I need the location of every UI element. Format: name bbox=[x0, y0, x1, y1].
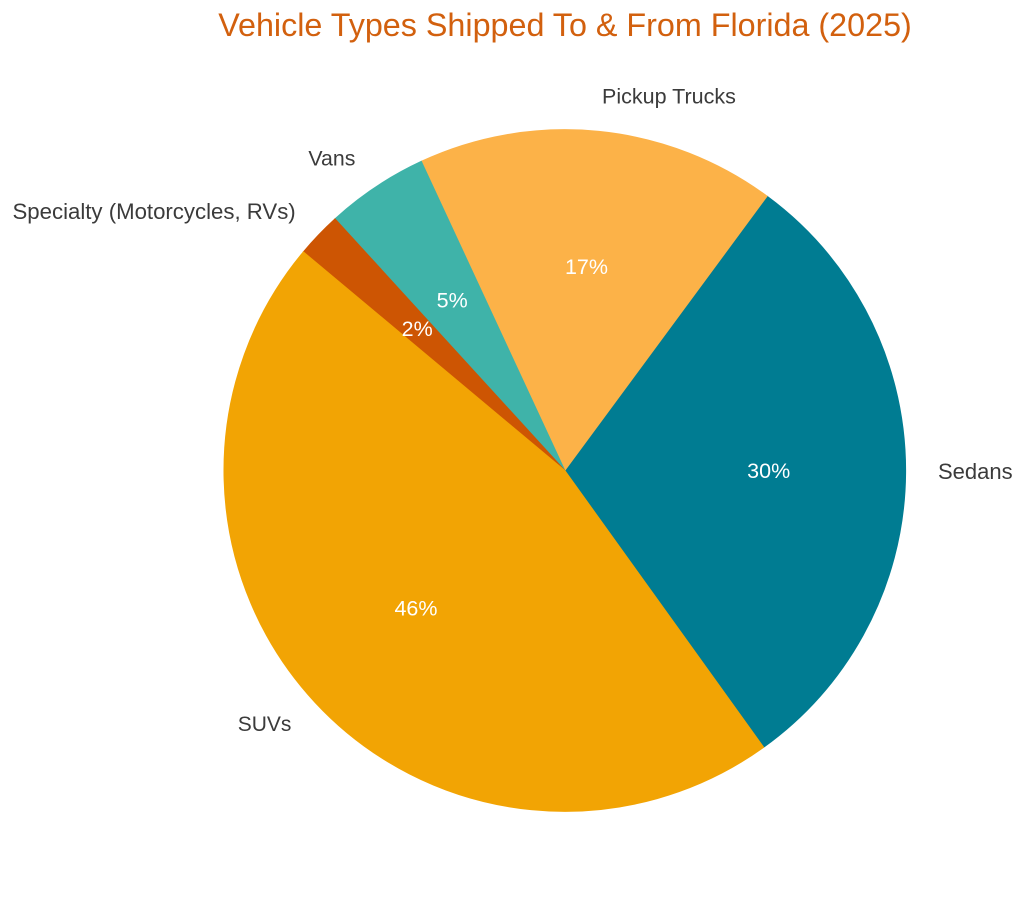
svg-text:Specialty (Motorcycles, RVs): Specialty (Motorcycles, RVs) bbox=[13, 199, 296, 224]
svg-text:Vehicle Types Shipped To & Fro: Vehicle Types Shipped To & From Florida … bbox=[218, 7, 912, 43]
svg-text:SUVs: SUVs bbox=[238, 713, 292, 736]
svg-text:46%: 46% bbox=[394, 596, 437, 620]
svg-text:5%: 5% bbox=[437, 288, 468, 312]
svg-text:Pickup Trucks: Pickup Trucks bbox=[602, 85, 736, 109]
svg-text:2%: 2% bbox=[402, 317, 433, 341]
svg-text:Sedans: Sedans bbox=[938, 459, 1013, 484]
svg-text:Vans: Vans bbox=[308, 147, 355, 171]
svg-text:30%: 30% bbox=[747, 459, 790, 483]
svg-text:17%: 17% bbox=[565, 255, 608, 279]
